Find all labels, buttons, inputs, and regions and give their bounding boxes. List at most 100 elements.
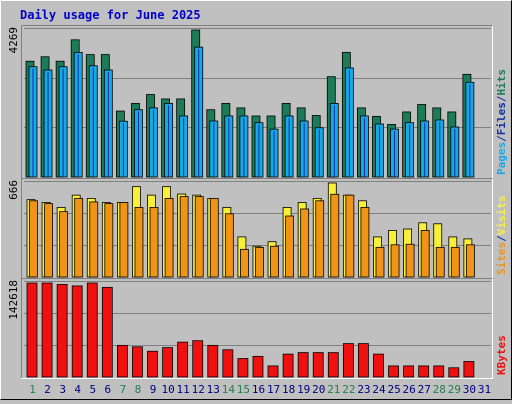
kbytes-bar	[267, 365, 279, 378]
day-16-bars	[252, 355, 264, 378]
day-22-bars	[341, 51, 354, 178]
day-7-bars	[115, 110, 128, 178]
chart-panel-2: 666 Sites/Visits	[7, 178, 508, 279]
legend-entry: KBytes	[495, 335, 508, 375]
day-24-bars	[372, 115, 384, 178]
day-30-bars	[462, 73, 475, 178]
kbytes-bar	[207, 344, 219, 378]
day-20-bars	[312, 352, 324, 378]
day-18-bars	[281, 102, 294, 178]
x-axis-labels: 1 2 3 4 5 6 7 8 9 10 11 12 13 14 15 16 17 18 19 20 21 22 23 24 2…	[29, 383, 491, 396]
sites-bar	[224, 213, 234, 278]
day-7-bars	[116, 344, 128, 378]
day-4-bars	[71, 285, 83, 378]
day-18-bars	[282, 353, 294, 378]
x-axis-day-label: 4	[74, 383, 81, 396]
day-29-bars	[448, 236, 460, 278]
x-axis-day-label: 25	[387, 383, 400, 396]
x-axis-day-label: 8	[135, 383, 142, 396]
day-18-bars	[282, 207, 294, 278]
kbytes-bar	[71, 285, 83, 378]
day-8-bars	[131, 102, 143, 178]
day-1-bars	[25, 60, 38, 178]
legend-entry: /	[495, 95, 508, 102]
y-max-label: 142618	[7, 280, 20, 320]
day-14-bars	[222, 207, 234, 278]
day-14-bars	[221, 102, 234, 178]
day-1-bars	[26, 199, 38, 278]
day-9-bars	[146, 94, 158, 178]
day-29-bars	[448, 367, 460, 378]
x-axis-day-label: 20	[312, 383, 325, 396]
day-7-bars	[116, 202, 129, 278]
day-13-bars	[206, 109, 219, 178]
sites-bar	[375, 246, 385, 278]
x-axis-day-label: 24	[372, 383, 386, 396]
day-8-bars	[132, 186, 144, 278]
day-3-bars	[55, 60, 68, 178]
legend-label: Sites/Visits	[495, 196, 508, 276]
day-25-bars	[388, 365, 399, 378]
day-10-bars	[162, 186, 174, 278]
day-24-bars	[373, 236, 385, 278]
y-max-label: 4269	[7, 27, 20, 54]
sites-bar	[420, 230, 430, 278]
day-3-bars	[56, 207, 69, 278]
x-axis-day-label: 6	[105, 383, 112, 396]
day-27-bars	[417, 104, 430, 178]
x-axis-day-label: 3	[59, 383, 66, 396]
kbytes-bar	[192, 340, 204, 378]
day-26-bars	[402, 111, 415, 178]
legend-entry: Files	[495, 102, 508, 135]
day-16-bars	[251, 115, 264, 178]
legend-entry: Pages	[495, 142, 508, 175]
kbytes-bar	[26, 282, 38, 378]
day-16-bars	[252, 245, 264, 278]
sites-bar	[59, 211, 69, 278]
sites-bar	[465, 244, 475, 278]
kbytes-bar	[177, 341, 189, 378]
kbytes-bar	[418, 365, 430, 378]
day-21-bars	[326, 76, 339, 178]
sites-bar	[74, 197, 84, 278]
kbytes-bar	[448, 367, 460, 378]
day-6-bars	[100, 54, 113, 178]
x-axis-day-label: 5	[89, 383, 96, 396]
sites-bar	[29, 200, 38, 278]
x-axis-day-label: 27	[418, 383, 431, 396]
kbytes-bar	[388, 365, 399, 378]
kbytes-bar	[86, 282, 98, 378]
x-axis-day-label: 13	[207, 383, 220, 396]
x-axis-day-label: 22	[342, 383, 355, 396]
kbytes-bar	[282, 353, 294, 378]
y-max-label: 666	[7, 180, 20, 200]
kbytes-bar	[116, 344, 128, 378]
kbytes-bar	[41, 282, 53, 378]
kbytes-bar	[358, 343, 369, 378]
x-axis-day-label: 10	[161, 383, 174, 396]
day-17-bars	[267, 241, 279, 278]
kbytes-bar	[101, 286, 113, 378]
day-29-bars	[447, 111, 460, 178]
sites-bar	[255, 246, 264, 278]
sites-bar	[330, 193, 340, 278]
panels-layer: 4269Pages/Files/Hits666Sites/Visits14261…	[7, 25, 508, 379]
x-axis-day-label: 17	[267, 383, 280, 396]
day-13-bars	[207, 197, 219, 278]
day-12-bars	[192, 194, 204, 278]
kbytes-bar	[312, 352, 324, 378]
sites-bar	[164, 197, 174, 278]
day-23-bars	[358, 200, 370, 278]
day-11-bars	[177, 193, 189, 278]
day-4-bars	[70, 39, 83, 178]
chart-title: Daily usage for June 2025	[20, 8, 201, 22]
day-30-bars	[463, 361, 475, 378]
day-5-bars	[86, 282, 98, 378]
day-1-bars	[26, 282, 38, 378]
sites-bar	[270, 245, 279, 278]
day-2-bars	[41, 282, 53, 378]
legend-entry: Hits	[495, 69, 508, 96]
day-9-bars	[147, 194, 159, 278]
